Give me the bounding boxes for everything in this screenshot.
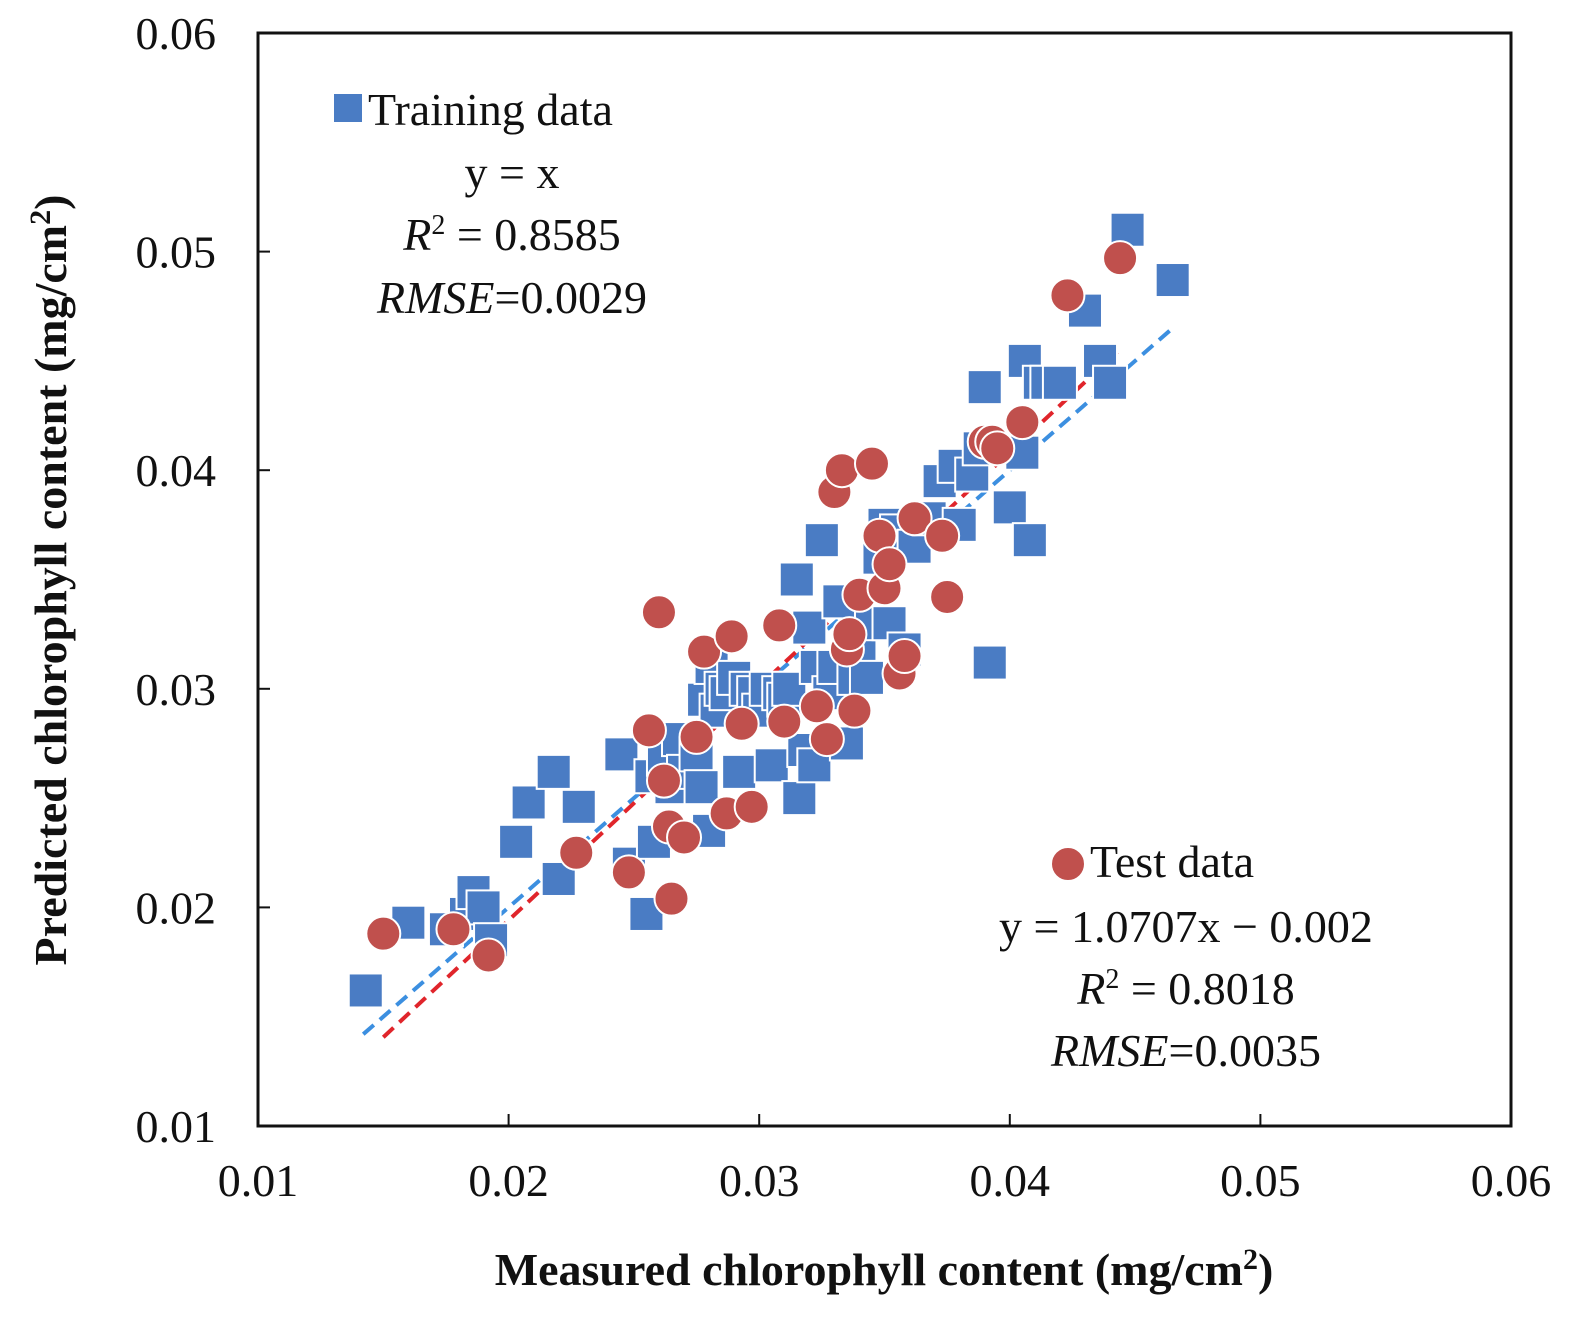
test-point [435,911,472,948]
training-point [848,659,885,696]
test-point [823,452,860,489]
y-tick-label: 0.03 [136,664,217,715]
training-point [781,780,818,817]
training-point [1041,364,1078,401]
test-point [630,712,667,749]
y-tick-label: 0.02 [136,882,217,933]
test-point [653,880,690,917]
test-point [979,430,1016,467]
test-point [831,616,868,653]
x-axis-title: Measured chlorophyll content (mg/cm2) [495,1243,1274,1295]
x-tick-label: 0.05 [1220,1155,1301,1206]
training-point [971,644,1008,681]
x-tick-label: 0.04 [970,1155,1051,1206]
test-point [761,607,798,644]
y-tick-label: 0.01 [136,1101,217,1152]
training-point [465,889,502,926]
test-point [723,705,760,742]
training-rmse: RMSE=0.0029 [376,272,647,323]
training-point [791,609,828,646]
test-point [610,854,647,891]
test-legend-marker [1050,846,1086,882]
training-equation: y = x [465,147,560,198]
training-point [966,369,1003,406]
training-r-squared: R2 = 0.8585 [402,209,621,260]
test-point [713,618,750,655]
test-point [686,633,723,670]
test-point [666,819,703,856]
plot-area-frame [256,31,1513,1128]
x-tick-label: 0.06 [1471,1155,1552,1206]
test-legend-label: Test data [1090,836,1254,887]
test-point [558,834,595,871]
training-point [778,561,815,598]
training-point [347,972,384,1009]
training-point [498,823,535,860]
training-point [510,784,547,821]
test-point [929,578,966,615]
test-point [766,703,803,740]
x-axis-ticks: 0.01 0.02 0.03 0.04 0.05 0.06 [218,1114,1552,1206]
training-point [753,747,790,784]
test-point [1004,404,1041,441]
y-tick-label: 0.04 [136,445,217,496]
test-point [640,594,677,631]
y-axis-title: Predicted chlorophyll content (mg/cm2) [24,195,76,966]
test-rmse: RMSE=0.0035 [1050,1025,1321,1076]
x-tick-label: 0.02 [468,1155,549,1206]
training-point [603,736,640,773]
training-point [803,522,840,559]
test-point [886,638,923,675]
test-points [365,240,1139,974]
x-tick-label: 0.01 [218,1155,299,1206]
test-point [1049,277,1086,314]
test-point [733,788,770,825]
x-tick-label: 0.03 [719,1155,800,1206]
test-point [871,546,908,583]
test-point [1102,240,1139,277]
test-point [798,688,835,725]
training-legend-marker [334,94,362,122]
training-point [721,753,758,790]
training-point [683,769,720,806]
training-point [560,788,597,825]
test-point [836,692,873,729]
test-point [896,500,933,537]
test-r-squared: R2 = 0.8018 [1076,963,1295,1014]
test-point [470,937,507,974]
training-annotation: Training data y = x R2 = 0.8585 RMSE=0.0… [334,84,647,323]
test-point [678,718,715,755]
training-legend-label: Training data [368,84,613,135]
y-axis-ticks: 0.01 0.02 0.03 0.04 0.05 0.06 [136,8,270,1152]
test-annotation: Test data y = 1.0707x − 0.002 R2 = 0.801… [999,836,1373,1076]
training-point [535,753,572,790]
y-tick-label: 0.06 [136,8,217,59]
training-point [991,489,1028,526]
test-point [924,517,961,554]
test-equation: y = 1.0707x − 0.002 [999,901,1373,952]
test-point [645,762,682,799]
training-point [821,583,858,620]
y-tick-label: 0.05 [136,227,217,278]
test-point [808,721,845,758]
training-point [1092,364,1129,401]
training-point [1011,522,1048,559]
training-point [1154,262,1191,299]
test-point [365,915,402,952]
test-point [853,445,890,482]
